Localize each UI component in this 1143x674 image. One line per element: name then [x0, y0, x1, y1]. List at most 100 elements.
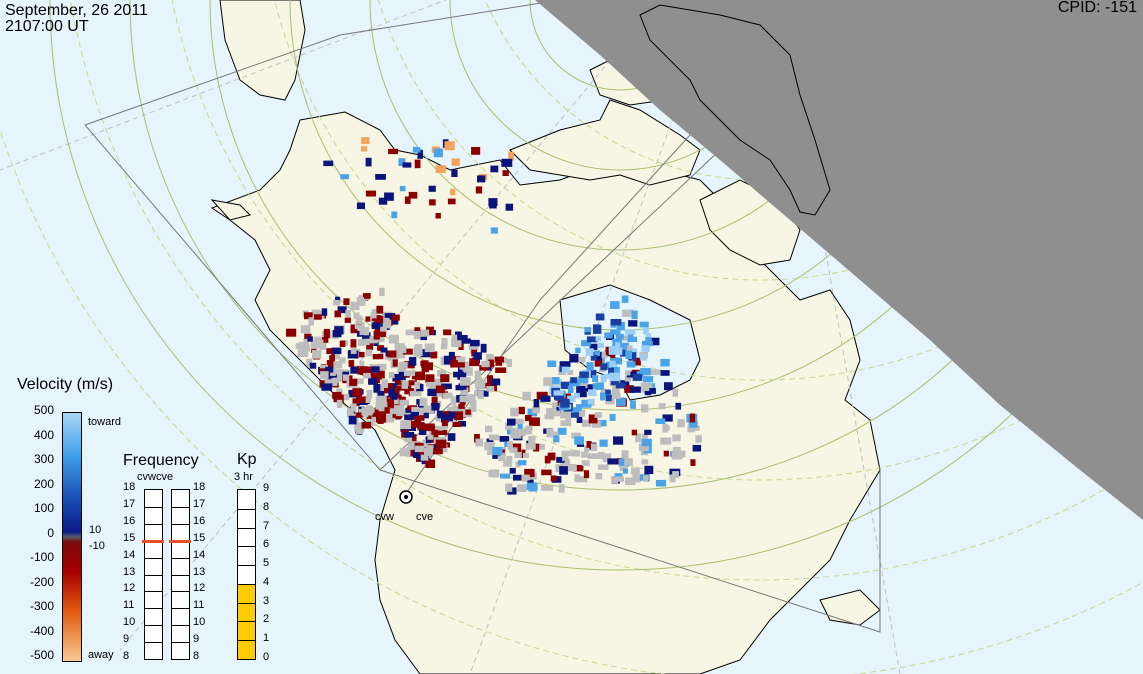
- scatter-cell: [465, 409, 471, 415]
- scatter-cell: [361, 407, 373, 416]
- scatter-cell: [559, 361, 571, 367]
- rack-divider: [172, 574, 189, 576]
- velocity-tick-label: -300: [29, 599, 54, 613]
- velocity-tick-label: 100: [33, 501, 54, 515]
- scatter-cell: [595, 473, 603, 480]
- scatter-cell: [508, 151, 514, 161]
- scatter-cell: [320, 371, 329, 380]
- scatter-cell: [413, 331, 421, 340]
- scatter-cell: [431, 429, 439, 438]
- scatter-cell: [488, 198, 498, 206]
- scatter-cell: [569, 354, 579, 363]
- scatter-cell: [624, 376, 632, 382]
- scatter-cell: [448, 411, 456, 419]
- scatter-cell: [501, 158, 513, 167]
- scatter-cell: [429, 199, 436, 206]
- scatter-cell: [567, 369, 574, 375]
- scatter-cell: [576, 416, 583, 423]
- scatter-cell: [435, 385, 445, 394]
- scatter-cell: [486, 386, 495, 392]
- scatter-cell: [460, 377, 471, 386]
- frequency-tick-label: 18: [193, 481, 206, 493]
- night-region: [535, 0, 1143, 520]
- scatter-cell: [443, 329, 452, 336]
- scatter-cell: [624, 385, 634, 393]
- scatter-cell: [610, 301, 620, 309]
- scatter-cell: [474, 434, 480, 443]
- velocity-threshold-neg: -10: [89, 540, 105, 552]
- scatter-cell: [546, 408, 555, 415]
- scatter-cell: [615, 382, 626, 389]
- scatter-cell: [413, 389, 422, 397]
- scatter-cell: [356, 297, 365, 306]
- scatter-cell: [432, 378, 443, 388]
- scatter-cell: [479, 365, 489, 371]
- velocity-away-label: away: [88, 649, 114, 661]
- scatter-cell: [546, 485, 554, 491]
- scatter-cell: [631, 467, 640, 475]
- scatter-cell: [574, 356, 586, 363]
- scatter-cell: [640, 368, 651, 376]
- rack-divider: [172, 591, 189, 593]
- scatter-cell: [417, 424, 428, 430]
- scatter-cell: [355, 412, 363, 418]
- scatter-cell: [491, 378, 501, 386]
- scatter-cell: [383, 400, 390, 406]
- rack-divider: [238, 546, 255, 548]
- scatter-cell: [410, 410, 419, 416]
- scatter-cell: [365, 397, 371, 403]
- scatter-cell: [473, 352, 482, 360]
- scatter-cell: [451, 334, 458, 341]
- scatter-cell: [500, 473, 511, 479]
- scatter-cell: [527, 408, 537, 417]
- scatter-cell: [655, 418, 666, 424]
- scatter-cell: [302, 344, 310, 352]
- scatter-cell: [525, 443, 536, 450]
- scatter-cell: [373, 330, 380, 340]
- scatter-cell: [571, 432, 581, 439]
- kp-tick-label: 0: [263, 651, 270, 663]
- scatter-cell: [428, 185, 436, 192]
- scatter-cell: [371, 366, 380, 373]
- velocity-tick-label: 0: [47, 525, 54, 540]
- scatter-cell: [345, 309, 351, 317]
- scatter-cell: [610, 319, 622, 326]
- scatter-cell: [387, 398, 394, 408]
- scatter-cell: [592, 375, 599, 382]
- scatter-cell: [357, 339, 365, 346]
- scatter-cell: [582, 384, 593, 392]
- scatter-cell: [597, 419, 607, 427]
- scatter-cell: [336, 399, 343, 408]
- frequency-marker-cvw: [142, 539, 164, 543]
- scatter-cell: [460, 387, 469, 396]
- velocity-colorbar: [62, 412, 82, 662]
- scatter-cell: [611, 393, 621, 399]
- scatter-cell: [577, 379, 588, 388]
- scatter-cell: [518, 406, 525, 415]
- scatter-cell: [635, 433, 642, 443]
- rack-divider: [238, 527, 255, 529]
- scatter-cell: [344, 393, 350, 401]
- frequency-tick-label: 16: [123, 514, 136, 527]
- scatter-cell: [611, 477, 618, 484]
- velocity-scale-title: Velocity (m/s): [17, 376, 114, 393]
- scatter-cell: [571, 412, 579, 418]
- scatter-cell: [610, 353, 616, 360]
- scatter-cell: [695, 435, 702, 443]
- scatter-cell: [506, 418, 516, 426]
- scatter-cell: [420, 454, 429, 461]
- scatter-cell: [413, 347, 423, 357]
- scatter-cell: [408, 191, 418, 199]
- scatter-cell: [613, 436, 624, 445]
- scatter-cell: [361, 146, 368, 152]
- scatter-cell: [484, 442, 495, 451]
- scatter-cell: [342, 371, 349, 377]
- scatter-cell: [458, 403, 465, 409]
- scatter-cell: [379, 287, 385, 297]
- scatter-cell: [567, 464, 577, 472]
- scatter-cell: [334, 310, 341, 318]
- kp-tick-label: 7: [263, 519, 270, 532]
- scatter-cell: [419, 427, 427, 436]
- velocity-threshold-pos: 10: [89, 524, 102, 536]
- scatter-cell: [403, 432, 415, 438]
